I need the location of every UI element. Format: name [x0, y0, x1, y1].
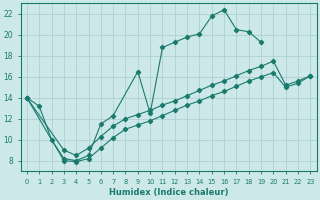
X-axis label: Humidex (Indice chaleur): Humidex (Indice chaleur) — [109, 188, 228, 197]
